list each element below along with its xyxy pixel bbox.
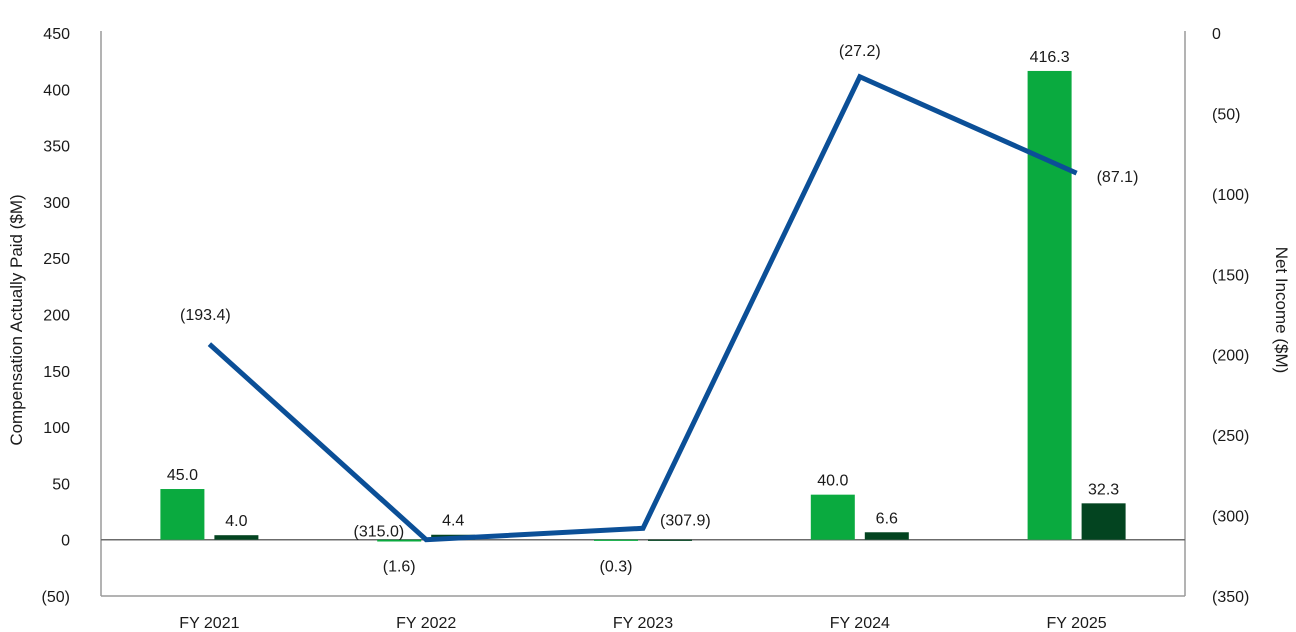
bar-data-label: 416.3 [1030, 49, 1070, 66]
line-data-label: (315.0) [353, 524, 404, 541]
bars [160, 70, 1126, 542]
bar-series-1-fy-2024 [810, 494, 855, 540]
bar-series-1-fy-2025 [1027, 70, 1072, 540]
bar-data-label: 4.0 [225, 513, 247, 530]
y-axis-left-title: Compensation Actually Paid ($M) [7, 194, 26, 445]
line-data-label: (87.1) [1097, 169, 1139, 186]
bar-series-2-fy-2023 [648, 539, 692, 541]
x-tick-label: FY 2021 [179, 615, 239, 632]
y-left-tick-label: 400 [43, 82, 70, 99]
y-right-tick-label: (100) [1212, 187, 1249, 204]
y-left-tick-label: 450 [43, 26, 70, 43]
y-left-tick-label: 300 [43, 195, 70, 212]
y-right-tick-label: (200) [1212, 348, 1249, 365]
x-tick-label: FY 2023 [613, 615, 673, 632]
y-right-tick-label: (250) [1212, 428, 1249, 445]
y-left-tick-label: 50 [52, 476, 70, 493]
y-left-tick-label: 0 [61, 533, 70, 550]
y-right-tick-label: (300) [1212, 509, 1249, 526]
line-data-label: (193.4) [180, 307, 231, 324]
bar-series-2-fy-2024 [864, 532, 909, 540]
bar-series-1-fy-2021 [160, 489, 205, 540]
y-left-tick-label: 350 [43, 139, 70, 156]
y-axis-right-title: Net Income ($M) [1272, 247, 1291, 374]
net-income-line [207, 73, 1078, 543]
y-right-tick-label: 0 [1212, 26, 1221, 43]
bar-data-label: 45.0 [167, 467, 198, 484]
y-left-tick-label: (50) [42, 589, 70, 606]
y-right-tick-label: (150) [1212, 267, 1249, 284]
y-left-tick-label: 200 [43, 308, 70, 325]
data-labels: 45.0 (1.6) (0.3) 40.0 416.3 4.0 4.4 6.6 32.3 (193… [167, 43, 1139, 576]
bar-data-label: (1.6) [383, 559, 416, 576]
line-data-label: (27.2) [839, 43, 881, 60]
bar-data-label: (0.3) [600, 559, 633, 576]
bar-data-label: 32.3 [1088, 481, 1119, 498]
y-left-tick-label: 250 [43, 251, 70, 268]
x-tick-label: FY 2025 [1046, 615, 1106, 632]
net-income-polyline [207, 73, 1078, 543]
x-tick-label: FY 2024 [830, 615, 890, 632]
bar-series-1-fy-2023 [594, 539, 638, 541]
x-tick-label: FY 2022 [396, 615, 456, 632]
bar-series-2-fy-2025 [1081, 503, 1126, 540]
y-right-tick-label: (350) [1212, 589, 1249, 606]
bar-data-label: 4.4 [442, 513, 464, 530]
bar-series-1-fy-2022 [377, 539, 422, 542]
y-right-tick-label: (50) [1212, 106, 1240, 123]
y-left-tick-label: 150 [43, 364, 70, 381]
axes: (50) 0 50 100 150 200 250 300 350 400 450 (350) (300… [42, 26, 1250, 632]
bar-data-label: 6.6 [876, 510, 898, 527]
y-left-tick-label: 100 [43, 420, 70, 437]
line-data-label: (307.9) [660, 512, 711, 529]
bar-data-label: 40.0 [817, 473, 848, 490]
bar-series-2-fy-2021 [214, 535, 259, 540]
